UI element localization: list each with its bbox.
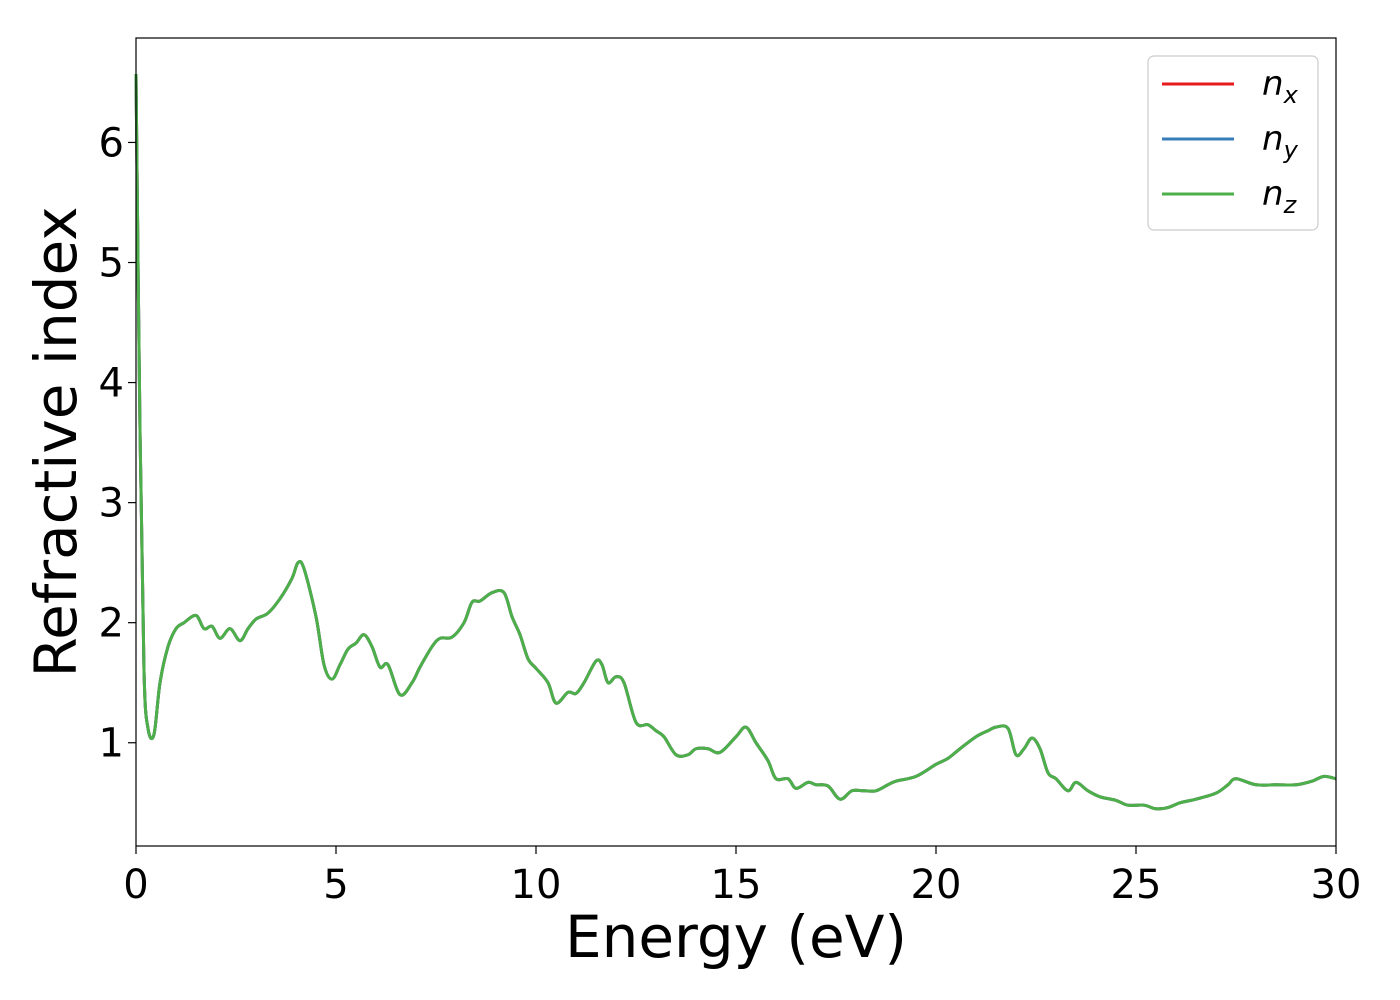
- series-layer: [134, 74, 1337, 811]
- x-tick-label: 10: [511, 862, 562, 908]
- x-tick-label: 30: [1311, 862, 1362, 908]
- y-tick-label: 5: [99, 241, 124, 287]
- x-axis-ticks: 0 5 10 15 20 25 30: [123, 846, 1361, 908]
- legend-box: [1147, 55, 1319, 231]
- y-tick-label: 3: [99, 481, 124, 527]
- x-axis-label: Energy (eV): [565, 903, 907, 971]
- series-line-nz: [134, 74, 1337, 811]
- y-tick-label: 6: [99, 120, 124, 166]
- y-axis-label: Refractive index: [22, 206, 90, 677]
- x-tick-label: 25: [1111, 862, 1162, 908]
- x-tick-label: 0: [123, 862, 148, 908]
- y-axis-ticks: 1 2 3 4 5 6: [99, 120, 136, 767]
- y-tick-label: 2: [99, 601, 124, 647]
- x-tick-label: 15: [711, 862, 762, 908]
- x-tick-label: 5: [323, 862, 348, 908]
- y-tick-label: 1: [99, 721, 124, 767]
- x-tick-label: 20: [911, 862, 962, 908]
- y-tick-label: 4: [99, 361, 124, 407]
- plot-area: [136, 38, 1336, 846]
